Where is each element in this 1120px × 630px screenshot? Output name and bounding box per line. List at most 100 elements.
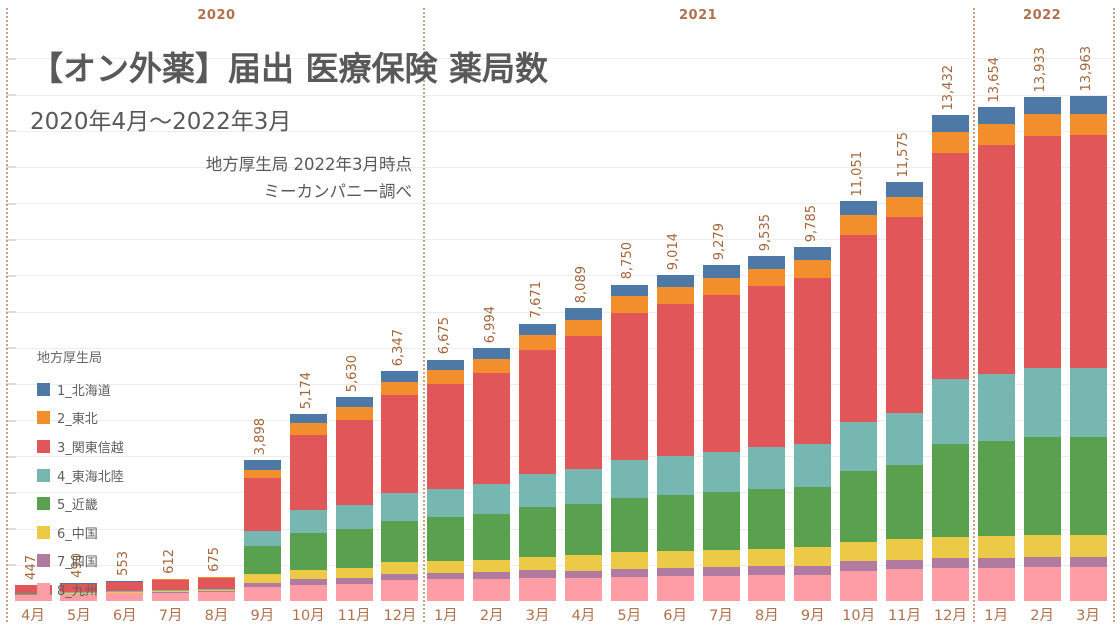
bar-segment-7_四国[interactable]: [840, 561, 878, 571]
bar-segment-3_関東信越[interactable]: [794, 277, 832, 444]
bar-segment-6_中国[interactable]: [152, 591, 190, 593]
bar-segment-8_九州[interactable]: [794, 574, 832, 601]
stacked-bar-4-7月[interactable]: 612: [152, 549, 190, 601]
bar-segment-2_東北[interactable]: [335, 407, 373, 420]
bar-segment-1_北海道[interactable]: [519, 323, 557, 335]
bar-segment-5_近畿[interactable]: [610, 497, 648, 553]
bar-segment-7_四国[interactable]: [610, 568, 648, 577]
bar-segment-3_関東信越[interactable]: [931, 153, 969, 380]
bar-segment-1_北海道[interactable]: [886, 182, 924, 197]
bar-segment-5_近畿[interactable]: [702, 492, 740, 550]
bar-segment-1_北海道[interactable]: [427, 359, 465, 371]
bar-segment-3_関東信越[interactable]: [427, 384, 465, 489]
bar-segment-3_関東信越[interactable]: [14, 585, 52, 593]
bar-segment-2_東北[interactable]: [1023, 114, 1061, 136]
stacked-bar-15-6月[interactable]: 9,014: [656, 233, 694, 601]
bar-segment-3_関東信越[interactable]: [1069, 134, 1107, 368]
bar-segment-4_東海北陸[interactable]: [289, 509, 327, 534]
bar-segment-6_中国[interactable]: [60, 593, 98, 594]
bar-segment-1_北海道[interactable]: [702, 265, 740, 278]
bar-segment-4_東海北陸[interactable]: [748, 447, 786, 490]
bar-segment-6_中国[interactable]: [106, 592, 144, 593]
stacked-bar-17-8月[interactable]: 9,535: [748, 214, 786, 601]
legend-item-1_北海道[interactable]: 1_北海道: [37, 375, 124, 404]
bar-segment-6_中国[interactable]: [14, 593, 52, 595]
bar-segment-1_北海道[interactable]: [794, 247, 832, 260]
bar-segment-3_関東信越[interactable]: [289, 435, 327, 510]
bar-segment-6_中国[interactable]: [427, 560, 465, 573]
bar-segment-6_中国[interactable]: [1023, 534, 1061, 557]
bar-segment-8_九州[interactable]: [564, 578, 602, 601]
bar-segment-5_近畿[interactable]: [473, 514, 511, 560]
bar-segment-7_四国[interactable]: [656, 568, 694, 577]
bar-segment-2_東北[interactable]: [381, 381, 419, 395]
bar-segment-8_九州[interactable]: [977, 567, 1015, 601]
bar-segment-7_四国[interactable]: [473, 572, 511, 579]
bar-segment-1_北海道[interactable]: [656, 275, 694, 287]
bar-segment-7_四国[interactable]: [886, 559, 924, 570]
bar-segment-7_四国[interactable]: [1023, 556, 1061, 567]
bar-segment-1_北海道[interactable]: [977, 107, 1015, 125]
bar-segment-4_東海北陸[interactable]: [427, 488, 465, 518]
bar-segment-3_関東信越[interactable]: [977, 145, 1015, 375]
bar-segment-2_東北[interactable]: [977, 124, 1015, 146]
bar-segment-6_中国[interactable]: [289, 570, 327, 580]
bar-segment-4_東海北陸[interactable]: [610, 459, 648, 498]
bar-segment-7_四国[interactable]: [106, 592, 144, 594]
bar-segment-7_四国[interactable]: [931, 558, 969, 568]
bar-segment-1_北海道[interactable]: [197, 576, 235, 578]
bar-segment-7_四国[interactable]: [519, 570, 557, 578]
bar-segment-6_中国[interactable]: [656, 551, 694, 568]
bar-segment-3_関東信越[interactable]: [243, 478, 281, 531]
bar-segment-4_東海北陸[interactable]: [243, 530, 281, 546]
bar-segment-7_四国[interactable]: [794, 565, 832, 575]
bar-segment-6_中国[interactable]: [243, 573, 281, 583]
bar-segment-7_四国[interactable]: [152, 592, 190, 593]
bar-segment-4_東海北陸[interactable]: [931, 379, 969, 445]
bar-segment-5_近畿[interactable]: [289, 533, 327, 571]
bar-segment-8_九州[interactable]: [519, 577, 557, 601]
bar-segment-2_東北[interactable]: [702, 277, 740, 295]
stacked-bar-19-10月[interactable]: 11,051: [840, 151, 878, 601]
bar-segment-7_四国[interactable]: [564, 570, 602, 579]
bar-segment-5_近畿[interactable]: [152, 590, 190, 592]
bar-segment-8_九州[interactable]: [840, 570, 878, 601]
bar-segment-8_九州[interactable]: [610, 576, 648, 601]
bar-segment-6_中国[interactable]: [610, 552, 648, 569]
bar-segment-6_中国[interactable]: [794, 547, 832, 566]
bar-segment-4_東海北陸[interactable]: [1023, 368, 1061, 438]
bar-segment-7_四国[interactable]: [381, 573, 419, 580]
bar-segment-8_九州[interactable]: [381, 579, 419, 601]
bar-segment-5_近畿[interactable]: [977, 441, 1015, 536]
bar-segment-2_東北[interactable]: [564, 319, 602, 336]
stacked-bar-7-10月[interactable]: 5,174: [289, 372, 327, 601]
stacked-bar-6-9月[interactable]: 3,898: [243, 418, 281, 601]
stacked-bar-14-5月[interactable]: 8,750: [610, 242, 648, 601]
stacked-bar-12-3月[interactable]: 7,671: [519, 281, 557, 601]
bar-segment-4_東海北陸[interactable]: [977, 374, 1015, 442]
bar-segment-8_九州[interactable]: [473, 578, 511, 601]
bar-segment-3_関東信越[interactable]: [335, 419, 373, 505]
bar-segment-3_関東信越[interactable]: [60, 583, 98, 593]
bar-segment-3_関東信越[interactable]: [106, 581, 144, 592]
bar-segment-5_近畿[interactable]: [564, 503, 602, 556]
bar-segment-5_近畿[interactable]: [519, 507, 557, 557]
bar-segment-8_九州[interactable]: [106, 593, 144, 601]
bar-segment-1_北海道[interactable]: [1023, 97, 1061, 115]
bar-segment-5_近畿[interactable]: [243, 545, 281, 574]
bar-segment-4_東海北陸[interactable]: [886, 413, 924, 466]
bar-segment-7_四国[interactable]: [335, 577, 373, 584]
bar-segment-8_九州[interactable]: [152, 592, 190, 601]
bar-segment-7_四国[interactable]: [427, 572, 465, 580]
bar-segment-2_東北[interactable]: [519, 334, 557, 351]
stacked-bar-16-7月[interactable]: 9,279: [702, 223, 740, 601]
bar-segment-3_関東信越[interactable]: [886, 217, 924, 414]
bar-segment-1_北海道[interactable]: [840, 201, 878, 216]
bar-segment-8_九州[interactable]: [886, 569, 924, 601]
bar-segment-8_九州[interactable]: [427, 579, 465, 601]
bar-segment-4_東海北陸[interactable]: [381, 493, 419, 521]
bar-segment-3_関東信越[interactable]: [473, 373, 511, 484]
bar-segment-3_関東信越[interactable]: [152, 579, 190, 591]
stacked-bar-10-1月[interactable]: 6,675: [427, 317, 465, 601]
bar-segment-8_九州[interactable]: [60, 594, 98, 601]
